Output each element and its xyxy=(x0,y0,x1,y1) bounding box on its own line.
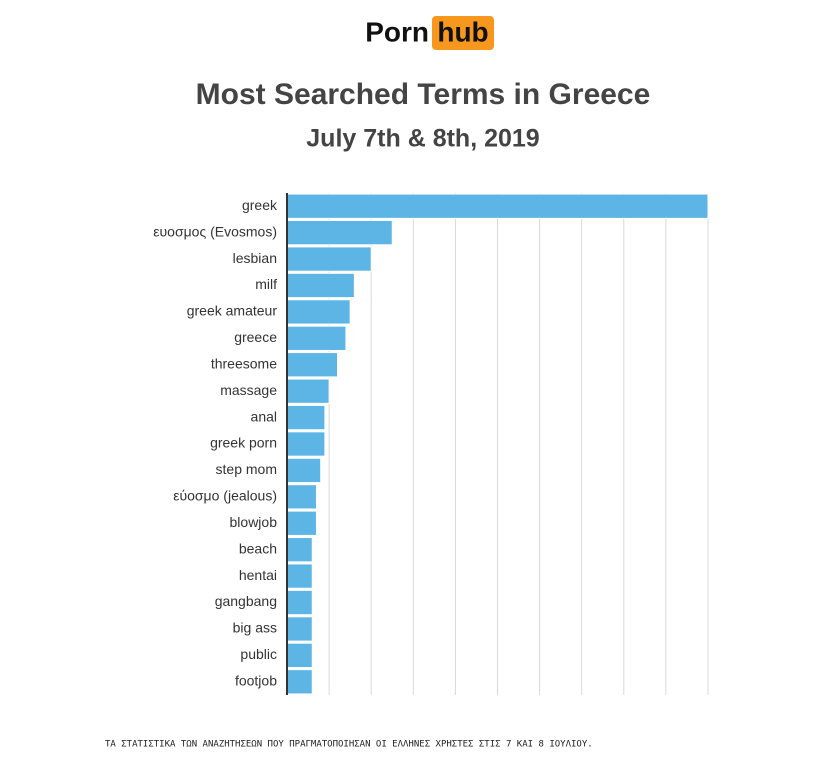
footnote: ΤΑ ΣΤΑΤΙΣΤΙΚΑ ΤΩΝ ΑΝΑΖΗΤΗΣΕΩΝ ΠΟΥ ΠΡΑΓΜΑ… xyxy=(105,740,593,750)
y-tick-label: massage xyxy=(220,382,277,398)
y-tick-label: greek amateur xyxy=(187,303,278,319)
bar xyxy=(286,352,339,378)
bar xyxy=(286,378,330,404)
bar xyxy=(286,563,313,589)
chart-subtitle: July 7th & 8th, 2019 xyxy=(306,125,539,153)
y-tick-label: footjob xyxy=(235,672,277,688)
bar xyxy=(286,299,351,325)
chart-title: Most Searched Terms in Greece xyxy=(196,78,651,111)
y-tick-label: beach xyxy=(239,540,277,556)
y-tick-label: greece xyxy=(234,329,277,345)
bar xyxy=(286,669,313,695)
bar xyxy=(286,193,709,219)
bar xyxy=(286,484,317,510)
y-tick-label: threesome xyxy=(211,355,277,371)
y-tick-label: ευοσμος (Evosmos) xyxy=(153,223,277,239)
bar xyxy=(286,616,313,642)
y-tick-label: εύοσμο (jealous) xyxy=(173,488,277,504)
bar xyxy=(286,510,317,536)
logo-box xyxy=(432,16,494,50)
bar xyxy=(286,537,313,563)
bar xyxy=(286,246,372,272)
y-tick-label: anal xyxy=(251,408,277,424)
bar xyxy=(286,642,313,669)
bar xyxy=(286,325,347,351)
bar xyxy=(286,272,355,299)
logo-right: hub xyxy=(437,16,488,47)
bar xyxy=(286,589,313,616)
bar xyxy=(286,404,326,431)
y-tick-label: big ass xyxy=(233,620,277,636)
y-tick-label: greek porn xyxy=(210,435,277,451)
y-tick-label: blowjob xyxy=(230,514,278,530)
y-tick-label: milf xyxy=(255,276,277,292)
logo-left: Porn xyxy=(365,16,429,47)
y-tick-label: public xyxy=(240,646,277,662)
y-tick-label: greek xyxy=(242,197,278,213)
y-tick-label: lesbian xyxy=(233,250,277,266)
y-tick-label: gangbang xyxy=(215,593,277,609)
bar xyxy=(286,457,322,484)
bar xyxy=(286,431,326,457)
y-tick-label: step mom xyxy=(216,461,277,477)
y-tick-label: hentai xyxy=(239,567,277,583)
bar xyxy=(286,219,393,246)
